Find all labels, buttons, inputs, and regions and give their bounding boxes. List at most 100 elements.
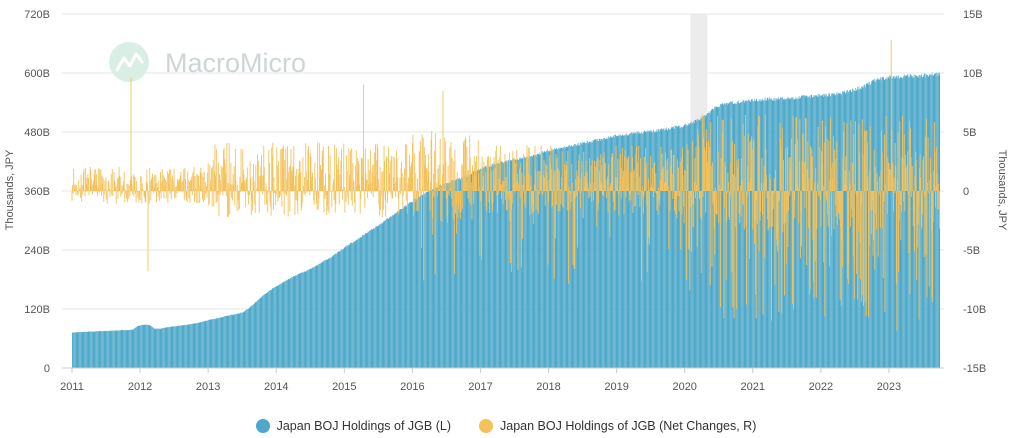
bar-holdings [758,101,759,369]
bar-holdings [334,253,336,368]
bar-holdings [927,75,928,369]
bar-holdings [85,331,86,368]
bar-holdings [232,314,234,368]
bar-holdings [245,310,247,368]
bar-holdings [170,327,171,368]
bar-holdings [318,264,319,368]
bar-holdings [328,258,329,368]
bar-holdings [796,98,797,368]
bar-holdings [819,95,821,369]
bar-holdings [681,126,682,368]
bar-holdings [690,122,691,369]
bar-holdings [156,328,157,368]
bar-holdings [698,119,699,369]
bar-holdings [786,98,788,368]
bar-holdings [833,94,835,368]
bar-holdings [93,331,95,368]
bar-holdings [664,128,666,368]
bar-holdings [354,241,355,368]
bar-holdings [390,217,391,368]
bar-holdings [134,328,135,368]
bar-holdings [302,272,304,368]
bar-holdings [425,193,426,368]
bar-holdings [277,286,279,368]
bar-holdings [353,241,355,368]
bar-holdings [150,325,151,368]
bar-holdings [660,129,661,368]
bar-holdings [185,325,186,368]
bar-holdings [351,242,353,368]
bar-holdings [437,186,438,368]
bar-holdings [520,158,521,368]
bar-holdings [930,74,931,368]
bar-holdings [855,88,856,368]
bar-holdings [721,104,722,369]
legend-item-net-changes[interactable]: Japan BOJ Holdings of JGB (Net Changes, … [479,419,756,433]
bar-holdings [112,330,114,368]
bar-holdings [870,84,871,368]
x-tick-label: 2012 [128,381,152,393]
bar-holdings [740,101,742,368]
bar-holdings [579,144,580,368]
bar-holdings [663,128,665,368]
bar-holdings [95,331,97,368]
left-y-axis-ticks: 0 120B 240B 360B 480B 600B 720B [24,9,50,375]
bar-holdings [498,163,499,368]
bar-holdings [330,257,332,368]
bar-holdings [304,271,306,368]
bar-holdings [565,146,567,368]
bar-holdings [539,152,541,368]
bar-holdings [910,74,911,368]
bar-holdings [248,307,250,368]
bar-holdings [258,299,259,368]
bar-holdings [219,317,221,368]
bar-holdings [280,283,282,368]
bar-holdings [323,261,324,368]
bar-holdings [587,143,589,368]
bar-holdings [263,295,264,368]
bar-holdings [173,326,175,368]
bar-holdings [229,315,231,368]
bar-holdings [387,218,388,368]
bar-holdings [891,78,893,368]
bar-holdings [663,128,664,368]
bar-holdings [938,72,939,369]
bar-holdings [912,77,914,369]
bar-holdings [279,284,280,368]
bar-holdings [345,246,346,368]
bar-holdings [559,147,561,368]
bar-holdings [198,322,199,368]
bar-holdings [540,154,542,368]
bar-holdings [668,128,669,368]
bar-holdings [358,238,360,368]
left-y-tick-label: 600B [24,68,50,80]
bar-holdings [642,133,643,368]
bar-holdings [120,330,122,368]
bar-holdings [468,175,470,368]
bar-holdings [340,251,341,368]
bar-holdings [911,76,913,369]
bar-holdings [79,332,80,368]
bar-holdings [374,228,376,368]
bar-holdings [626,134,627,368]
bar-holdings [366,233,368,368]
bar-holdings [605,138,607,368]
right-axis-title: Thousands, JPY [996,150,1008,231]
bar-holdings [113,330,114,368]
bar-holdings [697,120,699,368]
bar-holdings [255,301,257,368]
bar-holdings [636,131,638,368]
bar-holdings [742,99,744,369]
bar-holdings [703,116,705,368]
bar-holdings [692,123,694,368]
bar-holdings [203,321,205,368]
bar-holdings [111,330,113,368]
legend-item-holdings[interactable]: Japan BOJ Holdings of JGB (L) [255,419,451,433]
bar-holdings [205,320,207,368]
bar-holdings [249,306,251,368]
bar-holdings [529,156,530,368]
bar-holdings [560,147,562,368]
bar-holdings [705,115,707,368]
bar-holdings [659,129,661,368]
bar-holdings [894,76,896,368]
